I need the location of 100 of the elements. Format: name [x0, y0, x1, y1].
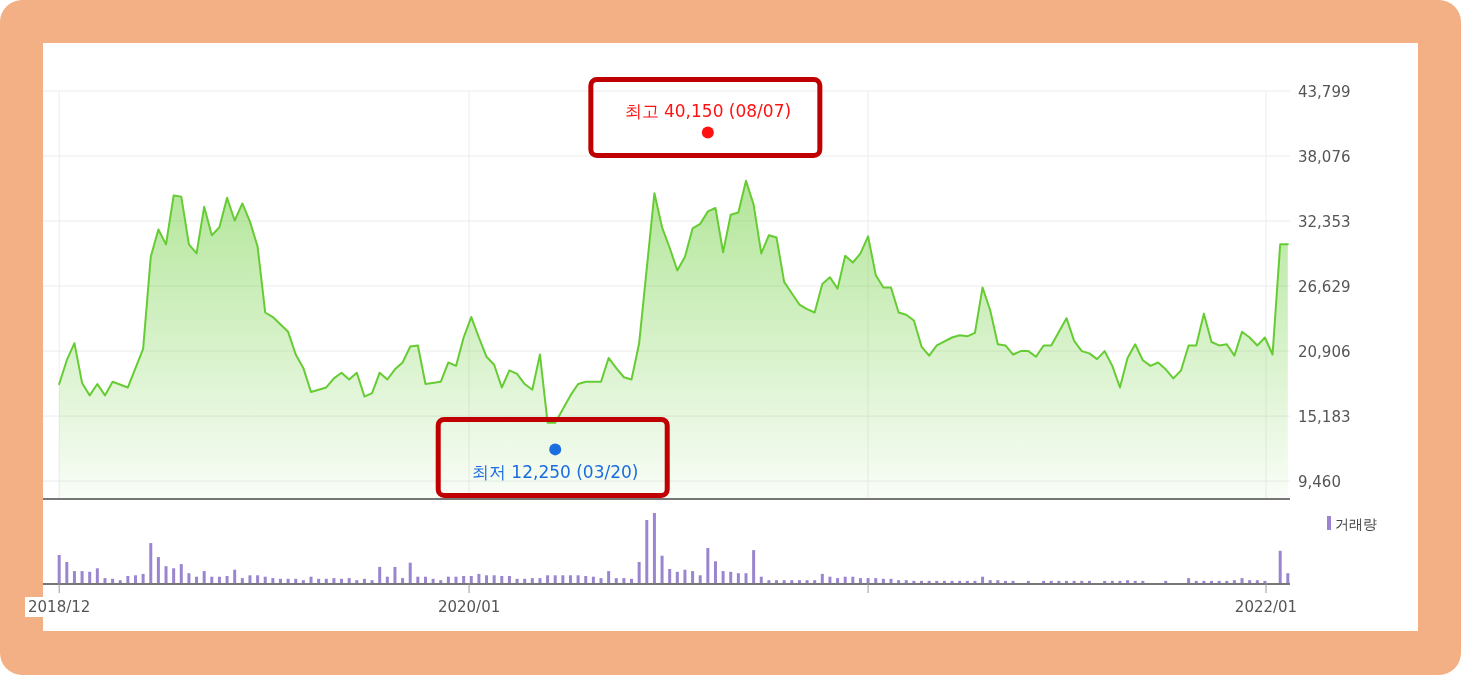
bar	[248, 575, 252, 583]
bar	[72, 571, 76, 583]
bar	[691, 571, 695, 583]
bar	[57, 555, 61, 583]
legend-label: 거래량	[1335, 516, 1377, 532]
bar	[576, 575, 580, 583]
bar	[1210, 580, 1214, 583]
bar	[217, 576, 221, 583]
bar	[1255, 580, 1259, 583]
annotation: 최고 40,150 (08/07)	[624, 101, 792, 122]
bar	[462, 576, 466, 583]
bar	[347, 578, 351, 583]
y-tick-label: 43,799	[1298, 83, 1351, 101]
bar	[271, 578, 275, 583]
bar	[118, 580, 122, 583]
x-tick-label: 2020/01	[437, 598, 501, 616]
bar	[111, 578, 115, 583]
bar	[355, 580, 359, 583]
bar	[744, 573, 748, 583]
bar	[294, 578, 298, 583]
bar	[622, 578, 626, 583]
bar	[477, 573, 481, 583]
bar	[378, 566, 382, 583]
bar	[675, 571, 679, 583]
bar	[1225, 580, 1229, 583]
bar	[1118, 580, 1122, 583]
bar	[164, 566, 168, 583]
bar	[324, 578, 328, 583]
bar	[958, 580, 962, 583]
bar	[126, 576, 130, 583]
bar	[530, 578, 534, 583]
bar	[858, 578, 862, 583]
bar	[485, 575, 489, 583]
x-tick-label: 2018/12	[28, 598, 91, 616]
bar	[599, 578, 603, 583]
bar	[973, 580, 977, 583]
bar	[935, 580, 939, 583]
bar	[187, 573, 191, 583]
bar	[584, 576, 588, 583]
bar	[988, 580, 992, 583]
bar	[210, 576, 214, 583]
bar	[752, 550, 756, 583]
bar	[149, 543, 153, 583]
bar	[1278, 550, 1282, 583]
bar	[538, 578, 542, 583]
bar	[256, 575, 260, 583]
bar	[492, 575, 496, 583]
bar	[1126, 580, 1130, 583]
bar	[1202, 580, 1206, 583]
x-tick-label: 2022/01	[1234, 598, 1298, 616]
bar	[736, 573, 740, 583]
bar	[141, 573, 145, 583]
bar	[759, 576, 763, 583]
bar	[775, 580, 779, 583]
bar	[202, 571, 206, 583]
bar	[805, 580, 809, 583]
bar	[866, 578, 870, 583]
bar	[1110, 580, 1114, 583]
bar	[561, 575, 565, 583]
bar	[904, 580, 908, 583]
bar	[1042, 580, 1046, 583]
bar	[240, 578, 244, 583]
bar	[851, 576, 855, 583]
bar	[401, 578, 405, 583]
bar	[195, 576, 199, 583]
bar	[1194, 580, 1198, 583]
y-tick-label: 32,353	[1298, 213, 1351, 232]
bar	[568, 575, 572, 583]
bar	[706, 548, 710, 583]
y-tick-label: 26,629	[1298, 278, 1351, 297]
bar	[507, 576, 511, 583]
bar	[446, 576, 450, 583]
bar	[614, 578, 618, 583]
bar	[767, 580, 771, 583]
bar	[1133, 580, 1137, 583]
bar	[1240, 578, 1244, 583]
bar	[927, 580, 931, 583]
bar	[607, 571, 611, 583]
bar	[1103, 580, 1107, 583]
bar	[1164, 580, 1168, 583]
bar	[965, 580, 969, 583]
bar	[981, 576, 985, 583]
bar	[1003, 580, 1007, 583]
bar	[278, 578, 282, 583]
bar	[340, 578, 344, 583]
bar	[889, 578, 893, 583]
bar	[454, 576, 458, 583]
bar	[332, 578, 336, 583]
bar	[668, 569, 672, 583]
bar	[263, 576, 267, 583]
y-tick-label: 20,906	[1298, 343, 1351, 362]
bar	[721, 571, 725, 583]
bar	[713, 561, 717, 583]
bar	[301, 580, 305, 583]
bar	[393, 566, 397, 583]
bar	[179, 564, 183, 583]
y-tick-label: 9,460	[1298, 473, 1341, 492]
bar	[637, 562, 641, 583]
bar	[1065, 580, 1069, 583]
bar	[133, 575, 137, 583]
